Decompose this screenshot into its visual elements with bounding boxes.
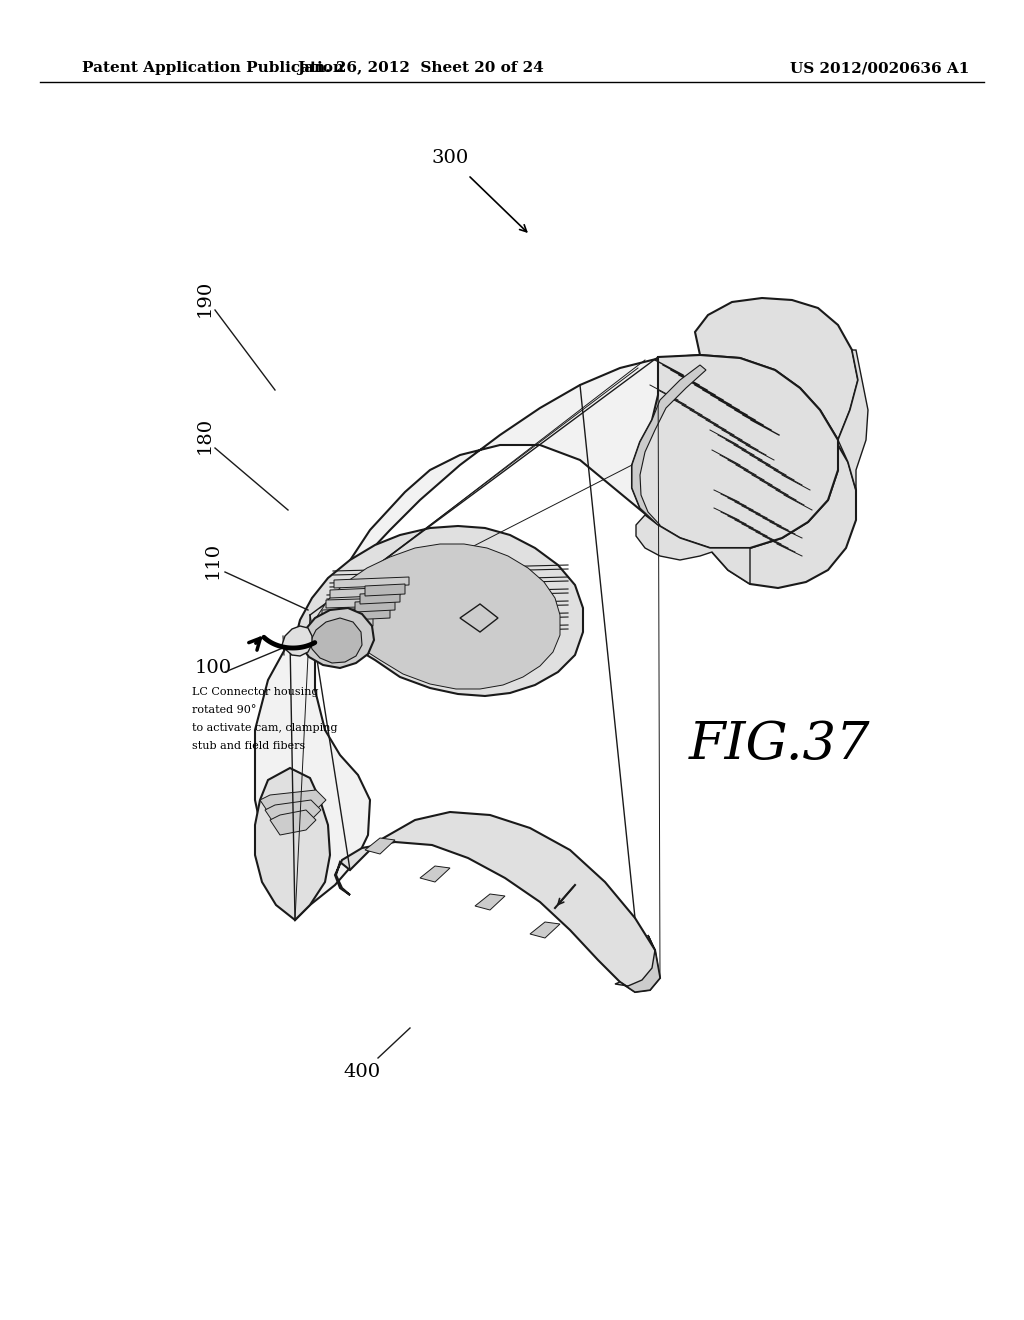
Text: 110: 110 <box>204 541 222 578</box>
Polygon shape <box>365 838 395 854</box>
Polygon shape <box>636 515 750 583</box>
Text: 190: 190 <box>196 280 214 317</box>
Polygon shape <box>326 598 391 609</box>
Polygon shape <box>475 894 505 909</box>
Polygon shape <box>632 355 838 548</box>
Polygon shape <box>300 609 374 668</box>
Polygon shape <box>255 768 330 920</box>
Polygon shape <box>365 583 406 597</box>
Polygon shape <box>322 609 382 618</box>
Polygon shape <box>295 525 583 696</box>
Polygon shape <box>318 618 373 628</box>
Text: rotated 90°: rotated 90° <box>193 705 256 715</box>
Polygon shape <box>355 601 395 612</box>
Polygon shape <box>335 812 660 993</box>
Text: LC Connector housing: LC Connector housing <box>193 686 318 697</box>
Text: 180: 180 <box>196 416 214 454</box>
Polygon shape <box>282 626 312 656</box>
Text: FIG.37: FIG.37 <box>689 719 870 771</box>
Polygon shape <box>530 921 560 939</box>
Text: to activate cam, clamping: to activate cam, clamping <box>193 723 338 733</box>
Polygon shape <box>330 587 400 598</box>
Polygon shape <box>838 350 868 490</box>
Polygon shape <box>312 544 560 689</box>
Polygon shape <box>270 810 316 836</box>
Polygon shape <box>695 298 858 440</box>
Polygon shape <box>334 577 409 587</box>
Polygon shape <box>265 800 321 825</box>
Polygon shape <box>260 789 326 814</box>
Text: 400: 400 <box>343 1063 381 1081</box>
Polygon shape <box>360 591 400 605</box>
Text: 100: 100 <box>195 659 232 677</box>
Polygon shape <box>255 355 838 920</box>
Text: Patent Application Publication: Patent Application Publication <box>82 61 344 75</box>
Polygon shape <box>350 609 390 620</box>
Polygon shape <box>420 866 450 882</box>
Text: US 2012/0020636 A1: US 2012/0020636 A1 <box>791 61 970 75</box>
Text: stub and field fibers: stub and field fibers <box>193 741 305 751</box>
Polygon shape <box>632 366 706 525</box>
Polygon shape <box>460 605 498 632</box>
Polygon shape <box>615 935 660 993</box>
Polygon shape <box>712 440 856 587</box>
Text: Jan. 26, 2012  Sheet 20 of 24: Jan. 26, 2012 Sheet 20 of 24 <box>297 61 544 75</box>
Text: 300: 300 <box>431 149 469 168</box>
Polygon shape <box>310 618 362 663</box>
